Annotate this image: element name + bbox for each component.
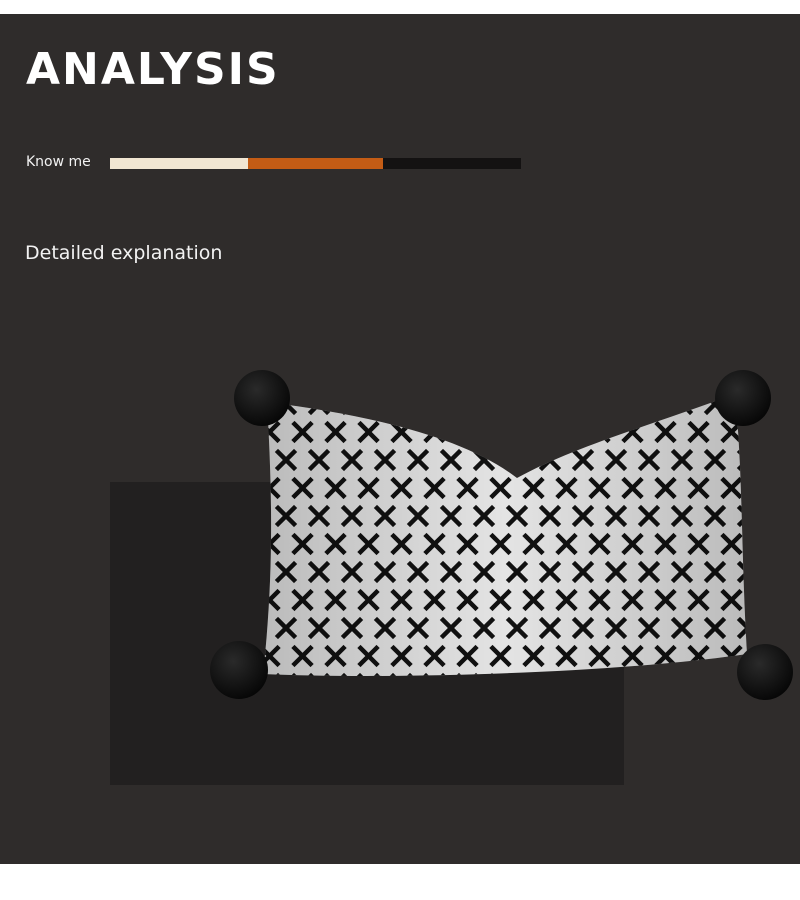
swatch-black xyxy=(383,158,521,169)
pillow-image xyxy=(210,370,793,700)
color-palette-bar xyxy=(110,158,521,169)
know-me-label: Know me xyxy=(26,154,91,170)
pom-pom-bottom-left xyxy=(210,641,268,699)
pom-pom-bottom-right xyxy=(737,644,793,700)
pom-pom-top-right xyxy=(715,370,771,426)
pillow-body xyxy=(263,394,747,676)
pom-pom-top-left xyxy=(234,370,290,426)
swatch-orange xyxy=(248,158,383,169)
analysis-panel: ANALYSIS Know me Detailed explanation xyxy=(0,14,800,864)
page-title: ANALYSIS xyxy=(26,44,280,95)
detailed-explanation-heading: Detailed explanation xyxy=(25,242,223,264)
swatch-cream xyxy=(110,158,248,169)
